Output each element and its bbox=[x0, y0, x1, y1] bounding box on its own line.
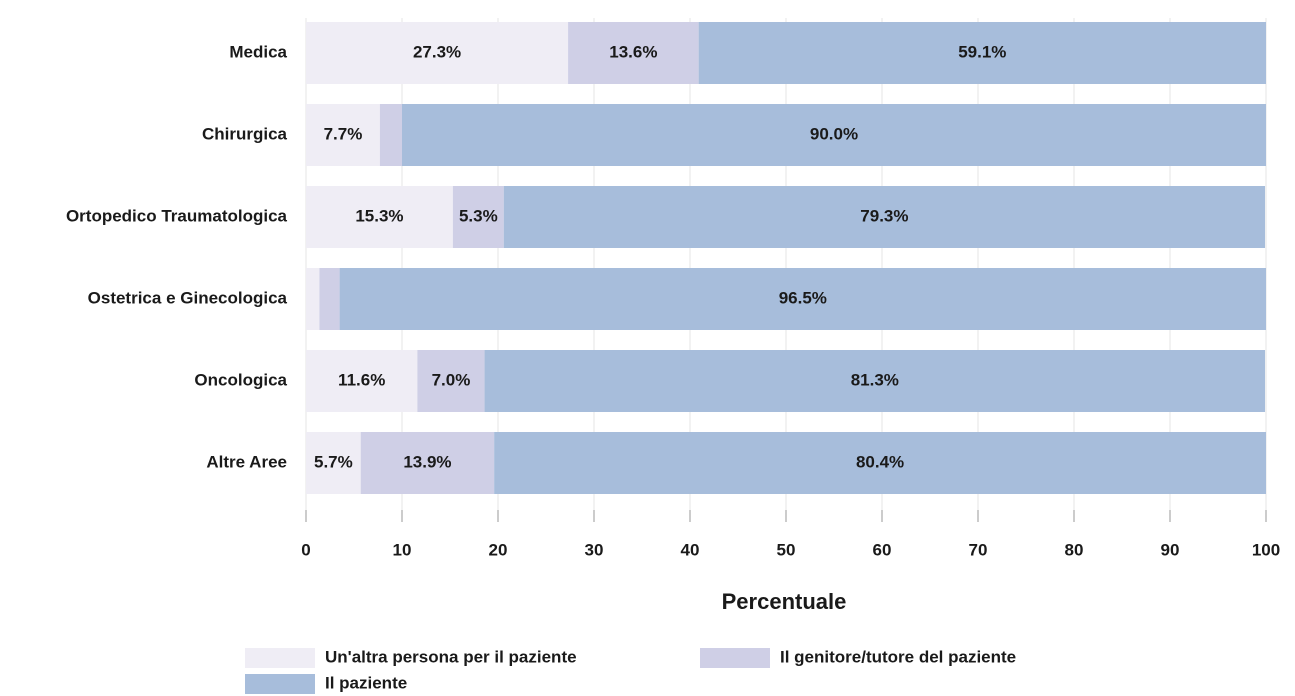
x-tick-label: 80 bbox=[1065, 540, 1084, 559]
bar-segment bbox=[452, 186, 504, 248]
data-label: 79.3% bbox=[860, 206, 908, 225]
data-label: 7.0% bbox=[432, 370, 471, 389]
data-label: 11.6% bbox=[338, 370, 385, 389]
legend-swatch bbox=[700, 648, 770, 668]
legend-swatch bbox=[245, 674, 315, 694]
legend-swatch bbox=[245, 648, 315, 668]
data-label: 27.3% bbox=[413, 42, 461, 61]
data-label: 13.6% bbox=[609, 42, 657, 61]
x-tick-label: 90 bbox=[1161, 540, 1180, 559]
data-label: 96.5% bbox=[779, 288, 827, 307]
bar-segment bbox=[306, 22, 569, 84]
x-tick-label: 20 bbox=[489, 540, 508, 559]
bar-segment bbox=[319, 268, 340, 330]
bar-segment bbox=[494, 432, 1266, 494]
bar-segment bbox=[698, 22, 1266, 84]
x-tick-label: 60 bbox=[873, 540, 892, 559]
y-tick-label: Chirurgica bbox=[202, 124, 288, 143]
x-axis-label: Percentuale bbox=[722, 589, 847, 614]
x-tick-label: 30 bbox=[585, 540, 604, 559]
legend-label: Un'altra persona per il paziente bbox=[325, 647, 577, 666]
y-tick-label: Oncologica bbox=[194, 370, 287, 389]
legend-label: Il paziente bbox=[325, 673, 407, 692]
x-tick-label: 50 bbox=[777, 540, 796, 559]
x-tick-label: 70 bbox=[969, 540, 988, 559]
bar-segment bbox=[484, 350, 1266, 412]
x-tick-label: 0 bbox=[301, 540, 310, 559]
bar-segment bbox=[568, 22, 699, 84]
bar-segment bbox=[339, 268, 1267, 330]
data-label: 59.1% bbox=[958, 42, 1006, 61]
bar-segment bbox=[306, 350, 418, 412]
bar-segment bbox=[306, 186, 453, 248]
x-tick-label: 40 bbox=[681, 540, 700, 559]
x-tick-label: 100 bbox=[1252, 540, 1280, 559]
bar-segment bbox=[402, 104, 1266, 166]
bar-segment bbox=[306, 104, 380, 166]
data-label: 15.3% bbox=[355, 206, 403, 225]
bar-segment bbox=[503, 186, 1266, 248]
x-tick-label: 10 bbox=[393, 540, 412, 559]
bar-segment bbox=[306, 432, 361, 494]
data-label: 90.0% bbox=[810, 124, 858, 143]
data-label: 80.4% bbox=[856, 452, 904, 471]
data-label: 13.9% bbox=[403, 452, 451, 471]
bar-segment bbox=[417, 350, 485, 412]
data-label: 5.3% bbox=[459, 206, 498, 225]
y-tick-label: Ortopedico Traumatologica bbox=[66, 206, 288, 225]
y-tick-label: Ostetrica e Ginecologica bbox=[88, 288, 288, 307]
data-label: 7.7% bbox=[324, 124, 363, 143]
bar-segment bbox=[379, 104, 402, 166]
y-tick-label: Medica bbox=[229, 42, 287, 61]
bar-segment bbox=[360, 432, 495, 494]
y-tick-label: Altre Aree bbox=[206, 452, 287, 471]
bar-segment bbox=[306, 268, 320, 330]
data-label: 5.7% bbox=[314, 452, 353, 471]
legend-label: Il genitore/tutore del paziente bbox=[780, 647, 1016, 666]
data-label: 81.3% bbox=[851, 370, 899, 389]
